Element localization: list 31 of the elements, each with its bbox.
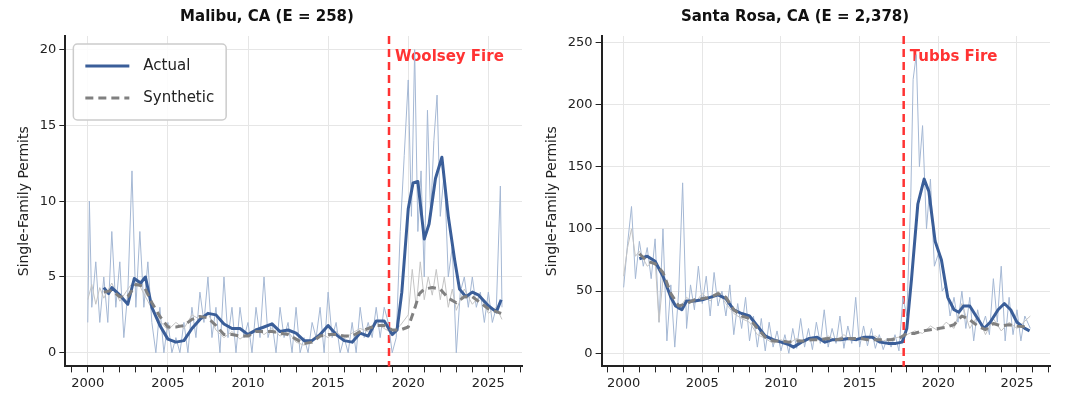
- y-tick-label: 0: [584, 344, 593, 360]
- y-tick-label: 20: [39, 41, 57, 57]
- x-tick-label: 2005: [151, 374, 185, 390]
- ref-line-label: Woolsey Fire: [395, 47, 504, 66]
- y-tick-label: 10: [39, 192, 57, 208]
- x-tick-label: 2005: [685, 374, 719, 390]
- x-tick-label: 2010: [231, 374, 265, 390]
- y-axis-title: Single-Family Permits: [15, 126, 32, 277]
- x-tick-label: 2025: [1000, 374, 1034, 390]
- ref-line-label: Tubbs Fire: [909, 47, 998, 66]
- chart-title: Santa Rosa, CA (E = 2,378): [680, 6, 910, 25]
- y-tick-label: 50: [576, 282, 593, 298]
- x-tick-label: 2000: [607, 374, 641, 390]
- y-tick-label: 250: [567, 33, 593, 49]
- x-tick-label: 2015: [843, 374, 877, 390]
- x-tick-label: 2000: [71, 374, 105, 390]
- y-tick-label: 5: [48, 268, 57, 284]
- y-tick-label: 150: [567, 158, 593, 174]
- y-tick-label: 100: [567, 220, 593, 236]
- legend-label: Synthetic: [143, 87, 215, 106]
- x-tick-label: 2025: [471, 374, 505, 390]
- y-axis-title: Single-Family Permits: [543, 126, 560, 277]
- legend-label: Actual: [143, 55, 191, 74]
- x-tick-label: 2020: [391, 374, 425, 390]
- x-tick-label: 2010: [764, 374, 798, 390]
- chart-title: Malibu, CA (E = 258): [180, 6, 354, 25]
- y-tick-label: 0: [48, 344, 57, 360]
- x-tick-label: 2020: [921, 374, 955, 390]
- y-tick-label: 15: [39, 116, 57, 132]
- y-tick-label: 200: [567, 95, 593, 111]
- x-tick-label: 2015: [311, 374, 345, 390]
